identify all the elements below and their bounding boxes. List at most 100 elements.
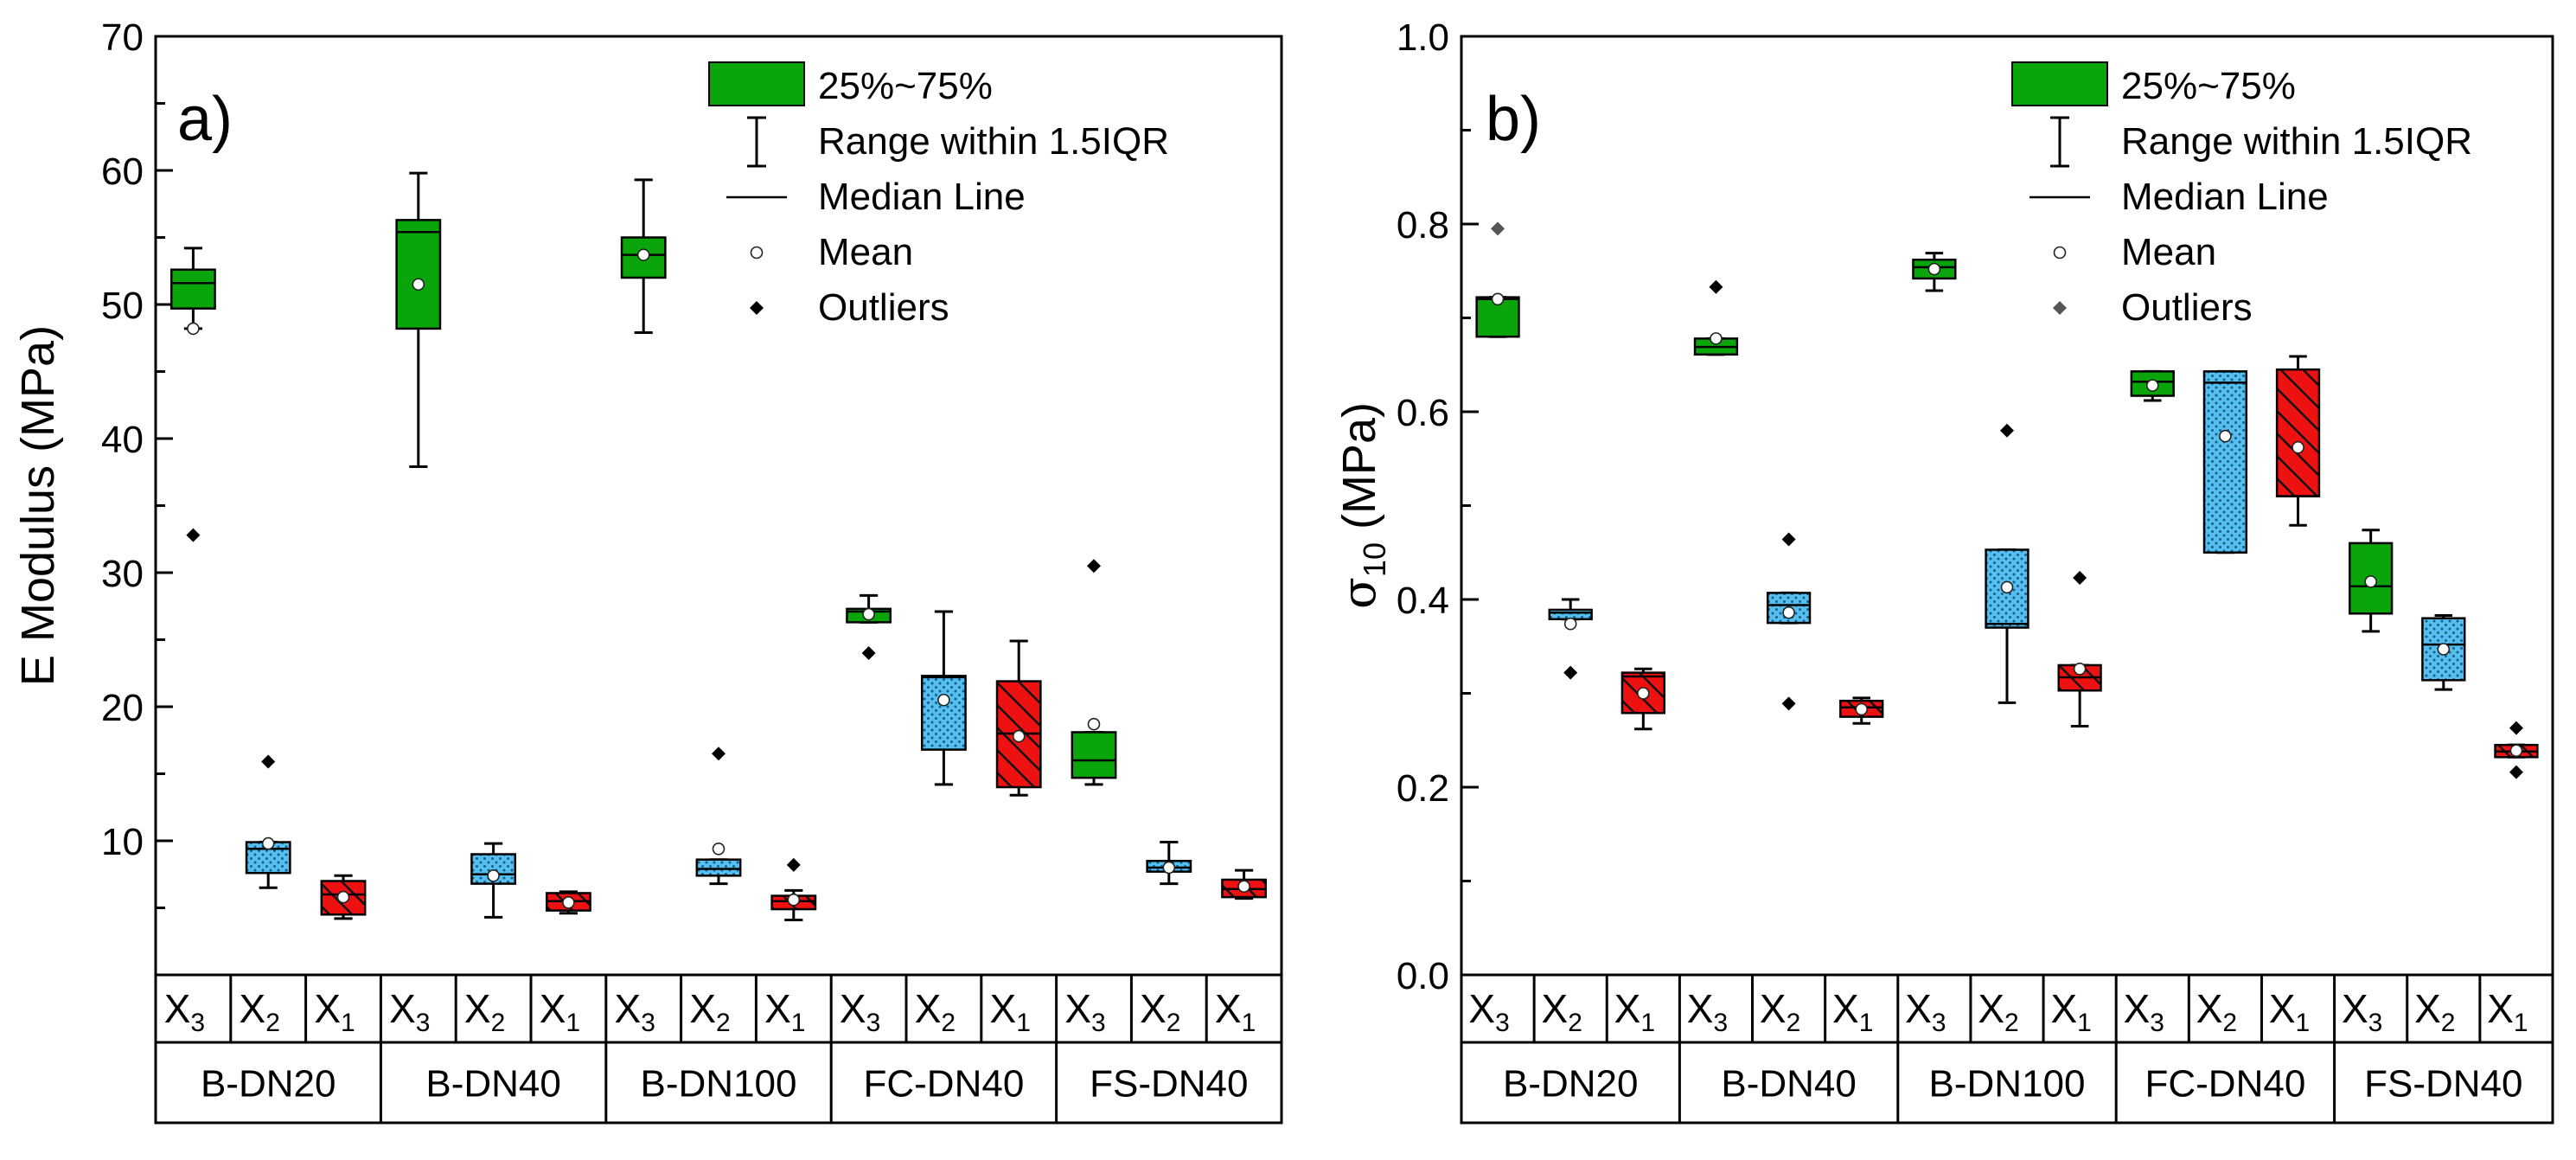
- mean-marker: [2292, 440, 2304, 454]
- y-tick-label: 0.8: [1397, 204, 1449, 247]
- legend-median-label: Median Line: [2121, 176, 2329, 218]
- subcat-subscript: 3: [641, 1009, 655, 1037]
- outlier-marker: [861, 646, 876, 660]
- mean-marker: [636, 248, 650, 261]
- subcat-label: X2: [2414, 986, 2455, 1037]
- subcat-subscript: 3: [416, 1009, 431, 1037]
- box-element: [2349, 529, 2394, 633]
- subcat-label: X3: [840, 986, 880, 1037]
- subcat-subscript: 3: [1091, 1009, 1106, 1037]
- legend-range-label: Range within 1.5IQR: [818, 120, 1169, 163]
- mean-marker: [1855, 702, 1869, 716]
- box-element: [920, 610, 967, 786]
- mean-marker: [1162, 861, 1176, 875]
- subcat-letter: X: [2269, 986, 2296, 1031]
- subcat-label: X1: [2269, 986, 2310, 1037]
- mean-marker: [2145, 379, 2159, 392]
- subcat-label: X2: [240, 986, 280, 1037]
- box-element: [2494, 721, 2539, 779]
- subcat-subscript: 3: [2150, 1009, 2164, 1037]
- iqr-box: [2275, 368, 2321, 497]
- mean-marker: [2364, 575, 2377, 588]
- group-label: B-DN100: [641, 1063, 797, 1106]
- mean-marker: [2437, 643, 2451, 656]
- outlier-marker: [1087, 559, 1101, 574]
- outlier-marker: [712, 747, 725, 761]
- subcat-label: X3: [1687, 986, 1728, 1037]
- mean-marker: [336, 890, 350, 904]
- subcat-label: X3: [615, 986, 655, 1037]
- mean-marker: [712, 842, 725, 856]
- subcat-label: X2: [1760, 986, 1800, 1037]
- subcat-subscript: 3: [2368, 1009, 2383, 1037]
- mean-marker: [787, 893, 801, 907]
- outlier-marker: [186, 528, 201, 542]
- group-label: FC-DN40: [864, 1063, 1025, 1106]
- subcat-letter: X: [615, 986, 642, 1031]
- y-tick-label: 10: [101, 821, 144, 863]
- box-element: [2421, 613, 2466, 691]
- box-element: [2275, 355, 2321, 527]
- subcat-label: X3: [2342, 986, 2382, 1037]
- subcat-label: X1: [2050, 986, 2091, 1037]
- subcat-label: X1: [540, 986, 580, 1037]
- subcat-subscript: 2: [2004, 1009, 2019, 1037]
- y-tick-label: 0.2: [1397, 767, 1449, 810]
- subcat-letter: X: [1468, 986, 1495, 1031]
- mean-marker: [1710, 332, 1723, 345]
- mean-marker: [862, 607, 875, 621]
- legend-range-label: Range within 1.5IQR: [2121, 120, 2472, 163]
- mean-marker: [1012, 729, 1026, 743]
- mean-marker: [487, 868, 500, 882]
- subcat-label: X1: [1832, 986, 1873, 1037]
- iqr-box: [1071, 731, 1117, 779]
- box-element: [2130, 369, 2175, 402]
- box-element: [1839, 696, 1884, 725]
- y-tick-label: 0.0: [1397, 955, 1449, 997]
- subcat-subscript: 3: [866, 1009, 881, 1037]
- iqr-box: [920, 675, 967, 751]
- iqr-box: [169, 268, 216, 310]
- outlier-marker: [2509, 765, 2523, 779]
- box-element: [846, 593, 892, 660]
- subcat-label: X2: [1978, 986, 2018, 1037]
- box-element: [545, 890, 591, 915]
- group-label: B-DN20: [201, 1063, 336, 1106]
- subcat-label: X2: [915, 986, 956, 1037]
- box-element: [620, 178, 667, 335]
- subcat-label: X2: [1542, 986, 1582, 1037]
- legend-box-swatch: [708, 61, 805, 106]
- subcat-subscript: 3: [1713, 1009, 1728, 1037]
- group-label: B-DN100: [1929, 1063, 2086, 1106]
- subcat-letter: X: [840, 986, 866, 1031]
- box-element: [1475, 221, 1520, 338]
- legend-mean-swatch: [750, 246, 764, 260]
- y-tick-label: 20: [101, 687, 144, 729]
- subcat-label: X3: [1905, 986, 1946, 1037]
- iqr-box: [620, 236, 667, 279]
- subcat-subscript: 2: [491, 1009, 506, 1037]
- subcat-subscript: 2: [2222, 1009, 2237, 1037]
- y-tick-label: 0.6: [1397, 392, 1449, 434]
- subcat-label: X1: [314, 986, 355, 1037]
- y-axis-title: E Modulus (MPa): [12, 325, 64, 686]
- subcat-letter: X: [1905, 986, 1932, 1031]
- box-element: [770, 857, 817, 921]
- subcat-label: X3: [389, 986, 430, 1037]
- y-axis-unit: (MPa): [1333, 402, 1385, 542]
- subcat-letter: X: [990, 986, 1017, 1031]
- y-tick-label: 40: [101, 419, 144, 461]
- iqr-box: [2202, 370, 2248, 554]
- legend: 25%~75% Range within 1.5IQR Median Line Mea…: [2011, 61, 2472, 329]
- outlier-marker: [786, 857, 801, 872]
- legend-box-label: 25%~75%: [2121, 65, 2296, 107]
- outlier-marker: [2073, 571, 2087, 586]
- subcat-subscript: 1: [341, 1009, 355, 1037]
- y-tick-label: 0.4: [1397, 580, 1449, 622]
- mean-marker: [1087, 717, 1101, 731]
- mean-marker: [2509, 744, 2523, 757]
- mean-marker: [187, 322, 200, 336]
- y-tick-label: 60: [101, 151, 144, 193]
- subcat-subscript: 1: [1859, 1009, 1874, 1037]
- y-axis-title: σ10 (MPa): [1332, 402, 1392, 609]
